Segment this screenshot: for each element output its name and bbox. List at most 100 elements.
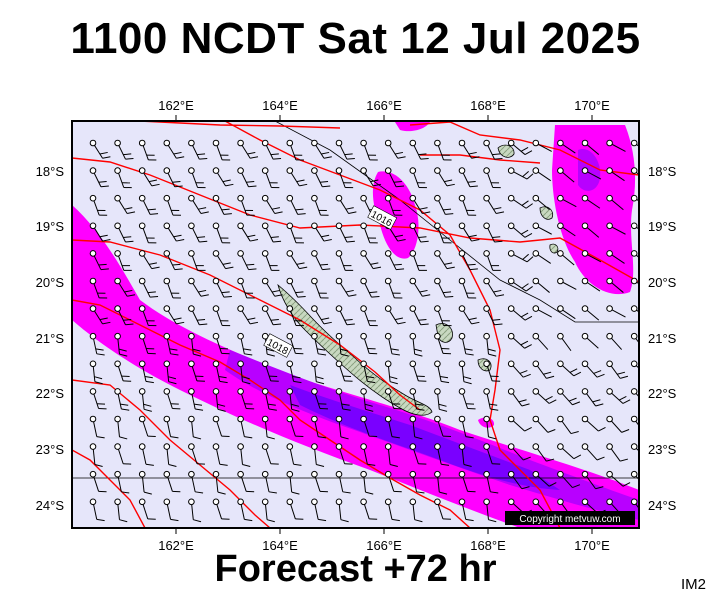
wind-station [188, 415, 195, 423]
wind-station [311, 167, 318, 174]
wind-station [557, 167, 564, 174]
wind-station [188, 443, 195, 450]
wind-station [409, 360, 417, 368]
wind-station [532, 388, 540, 395]
wind-barb-feather [492, 319, 501, 321]
wind-barb-feather [172, 263, 181, 266]
wind-barb-feather [147, 208, 156, 211]
wind-barb-feather [468, 151, 477, 155]
wind-barb-feather [125, 157, 134, 160]
wind-barb-feather [99, 151, 108, 155]
wind-barb-feather [443, 208, 452, 211]
wind-station [261, 222, 269, 230]
wind-station [163, 139, 171, 147]
wind-station [89, 139, 97, 147]
isobar [224, 121, 561, 528]
wind-barb-feather [490, 491, 499, 494]
wind-station [606, 277, 613, 285]
wind-station [138, 250, 146, 257]
wind-station [212, 498, 220, 506]
wind-station [212, 250, 220, 257]
wind-station [483, 388, 490, 395]
wind-barb-feather [102, 321, 111, 325]
wind-barb-feather [320, 263, 329, 266]
wind-barb-feather [99, 234, 108, 238]
wind-station [89, 470, 97, 478]
wind-station [483, 250, 490, 257]
wind-barb-feather [119, 436, 128, 440]
wind-station [606, 194, 613, 202]
wind-barb-feather [223, 213, 232, 215]
wind-barb-feather [225, 266, 234, 270]
wind-station [409, 250, 417, 257]
wind-barb-feather [568, 397, 577, 402]
wind-station [138, 305, 146, 312]
wind-barb-feather [127, 211, 136, 214]
wind-station [630, 194, 638, 202]
wind-station [360, 360, 367, 368]
wind-barb-feather [445, 213, 454, 215]
wind-barb-feather [396, 268, 405, 271]
wind-barb-feather [391, 518, 400, 522]
wind-barb-feather [168, 464, 177, 468]
lon-label: 162°E [158, 538, 194, 553]
wind-barb-feather [170, 436, 179, 439]
wind-station [606, 388, 613, 395]
wind-barb-feather [419, 207, 428, 210]
wind-station [532, 360, 540, 368]
wind-barb-feather [345, 289, 354, 293]
wind-station [630, 443, 638, 450]
wind-barb-feather [523, 456, 531, 461]
wind-station [261, 470, 269, 478]
lon-label: 168°E [470, 538, 506, 553]
map-frame [71, 120, 640, 529]
wind-station [458, 415, 466, 423]
wind-station [311, 388, 318, 395]
wind-barb-feather [94, 464, 103, 468]
wind-station [360, 277, 367, 285]
wind-barb-feather [489, 403, 498, 406]
wind-barb-feather [174, 268, 183, 271]
wind-station [114, 360, 121, 368]
lat-label: 20°S [36, 275, 65, 290]
wind-barb-feather [242, 381, 251, 385]
wind-station [261, 360, 269, 368]
wind-barb-feather [266, 436, 275, 440]
wind-station [163, 332, 171, 340]
wind-station [483, 332, 490, 340]
wind-barb-feather [370, 179, 379, 183]
wind-barb-feather [346, 157, 355, 160]
wind-barb-feather [490, 408, 499, 411]
wind-station [89, 388, 97, 395]
wind-station [384, 443, 392, 450]
wind-barb-feather [467, 263, 476, 266]
wind-station [630, 250, 638, 257]
copyright-text: Copyright metvuw.com [519, 514, 620, 525]
wind-barb-feather [389, 381, 398, 385]
wind-station [114, 388, 121, 395]
wind-barb-feather [98, 263, 107, 266]
wind-barb-feather [446, 266, 455, 270]
wind-barb-feather [622, 399, 631, 404]
wind-station [384, 470, 392, 478]
wind-barb-feather [244, 353, 253, 356]
wind-station [261, 167, 269, 174]
wind-barb-feather [496, 294, 505, 297]
wind-barb-feather [100, 268, 109, 271]
wind-barb-feather [243, 348, 252, 351]
wind-station [114, 277, 121, 285]
lon-label: 168°E [470, 98, 506, 113]
wind-station [286, 498, 294, 506]
wind-barb-feather [620, 375, 629, 379]
wind-station [188, 277, 195, 285]
wind-station [581, 167, 589, 174]
wind-barb-feather [438, 403, 447, 407]
rain-blob-northeast [552, 125, 636, 295]
wind-barb-feather [291, 408, 300, 412]
wind-barb-feather [118, 348, 127, 352]
wind-barb-feather [247, 317, 256, 321]
wind-station [360, 222, 367, 230]
wind-barb-feather [441, 463, 450, 466]
wind-station [212, 277, 220, 285]
wind-station [237, 167, 244, 174]
